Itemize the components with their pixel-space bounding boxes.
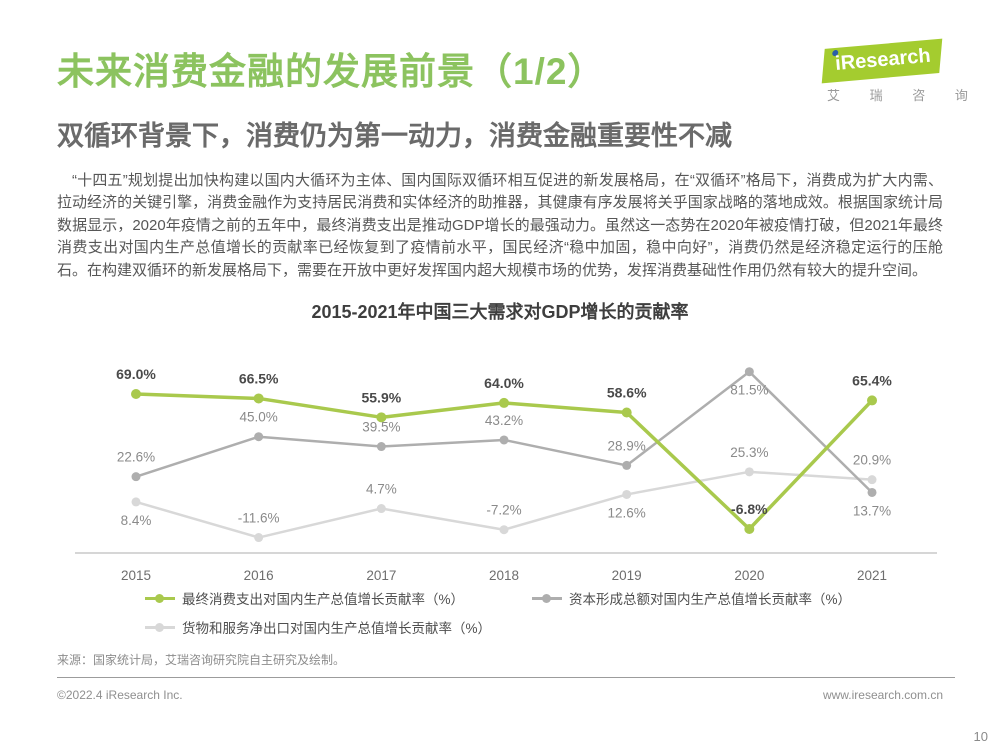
source-note: 来源：国家统计局，艾瑞咨询研究院自主研究及绘制。	[57, 653, 346, 668]
data-label: 58.6%	[607, 385, 647, 401]
data-point	[131, 497, 141, 507]
data-label: 69.0%	[116, 366, 156, 382]
data-label: 8.4%	[121, 513, 152, 528]
gdp-contribution-chart: 2015-2021年中国三大需求对GDP增长的贡献率 69.0% 66.5% 55.…	[57, 298, 943, 637]
line-chart-canvas: 69.0% 66.5% 55.9% 64.0% 58.6% -6.8% 65.4% 22.6%…	[75, 366, 937, 583]
data-point	[621, 407, 632, 418]
chart-legend: 最终消费支出对国内生产总值增长贡献率（%） 资本形成总额对国内生产总值增长贡献率…	[145, 588, 943, 637]
data-point	[499, 398, 510, 409]
legend-label: 资本形成总额对国内生产总值增长贡献率（%）	[569, 592, 852, 608]
legend-item-capital: 资本形成总额对国内生产总值增长贡献率（%）	[532, 588, 851, 608]
data-point	[867, 475, 877, 485]
legend-label: 货物和服务净出口对国内生产总值增长贡献率（%）	[182, 621, 492, 637]
data-point	[376, 412, 387, 423]
data-point	[131, 389, 141, 400]
page-footer: ©2022.4 iResearch Inc. www.iresearch.com…	[57, 688, 943, 702]
data-label: 55.9%	[361, 390, 401, 406]
data-point	[376, 504, 386, 514]
data-point	[376, 442, 386, 452]
data-label: 13.7%	[853, 504, 891, 519]
logo-banner: iResearch	[821, 38, 943, 84]
data-label: -11.6%	[238, 511, 280, 526]
data-point	[499, 525, 509, 535]
data-point	[744, 467, 754, 477]
chart-title: 2015-2021年中国三大需求对GDP增长的贡献率	[311, 302, 689, 323]
data-label: 25.3%	[730, 445, 768, 460]
x-tick-label: 2015	[121, 568, 151, 583]
footer-copyright: ©2022.4 iResearch Inc.	[57, 688, 183, 703]
footer-website: www.iresearch.com.cn	[822, 688, 943, 703]
line-dot-marker-icon	[145, 593, 175, 603]
line-dot-marker-icon	[532, 593, 563, 603]
page-header: 未来消费金融的发展前景（1/2） iResearch 艾 瑞 咨 询	[57, 38, 968, 104]
data-label: 4.7%	[366, 482, 397, 497]
data-point	[744, 367, 754, 377]
data-label: 39.5%	[362, 420, 400, 435]
data-label: 66.5%	[239, 371, 279, 387]
x-tick-label: 2021	[857, 568, 887, 583]
x-tick-label: 2018	[489, 568, 519, 583]
page-title: 未来消费金融的发展前景（1/2）	[57, 51, 606, 92]
section-subtitle: 双循环背景下，消费仍为第一动力，消费金融重要性不减	[57, 121, 732, 151]
footer-divider	[57, 677, 955, 679]
body-paragraph: “十四五”规划提出加快构建以国内大循环为主体、国内国际双循环相互促进的新发展格局…	[57, 171, 943, 279]
legend-row: 货物和服务净出口对国内生产总值增长贡献率（%）	[145, 617, 943, 637]
data-point	[253, 393, 264, 404]
data-label: 81.5%	[730, 383, 768, 398]
data-point	[622, 490, 632, 500]
data-label: 20.9%	[853, 453, 891, 468]
data-point	[867, 488, 877, 498]
legend-label: 最终消费支出对国内生产总值增长贡献率（%）	[182, 592, 465, 608]
line-dot-marker-icon	[145, 622, 175, 632]
data-point	[254, 533, 264, 543]
x-tick-label: 2019	[612, 568, 642, 583]
data-point	[254, 432, 264, 442]
data-point	[622, 461, 632, 471]
x-tick-label: 2016	[244, 568, 274, 583]
data-label: 65.4%	[852, 373, 892, 389]
data-label: 43.2%	[485, 413, 523, 428]
logo-brand-cn: 艾 瑞 咨 询	[827, 88, 981, 103]
data-label: -6.8%	[731, 501, 768, 517]
x-tick-label: 2017	[366, 568, 396, 583]
data-label: 45.0%	[240, 410, 278, 425]
data-point	[131, 472, 141, 482]
logo-brand-text: iResearch	[834, 44, 932, 76]
data-label: -7.2%	[486, 503, 521, 518]
data-label: 28.9%	[608, 439, 646, 454]
data-point	[499, 435, 509, 445]
data-label: 12.6%	[608, 506, 646, 521]
iresearch-logo: iResearch 艾 瑞 咨 询	[821, 38, 981, 104]
data-point	[744, 524, 755, 535]
data-point	[867, 395, 878, 406]
legend-item-net-export: 货物和服务净出口对国内生产总值增长贡献率（%）	[145, 617, 491, 637]
data-label: 64.0%	[484, 375, 524, 391]
x-tick-label: 2020	[734, 568, 764, 583]
legend-item-consumption: 最终消费支出对国内生产总值增长贡献率（%）	[145, 588, 464, 608]
legend-row: 最终消费支出对国内生产总值增长贡献率（%） 资本形成总额对国内生产总值增长贡献率…	[145, 588, 943, 608]
page-number: 10	[973, 729, 988, 744]
data-label: 22.6%	[117, 450, 155, 465]
